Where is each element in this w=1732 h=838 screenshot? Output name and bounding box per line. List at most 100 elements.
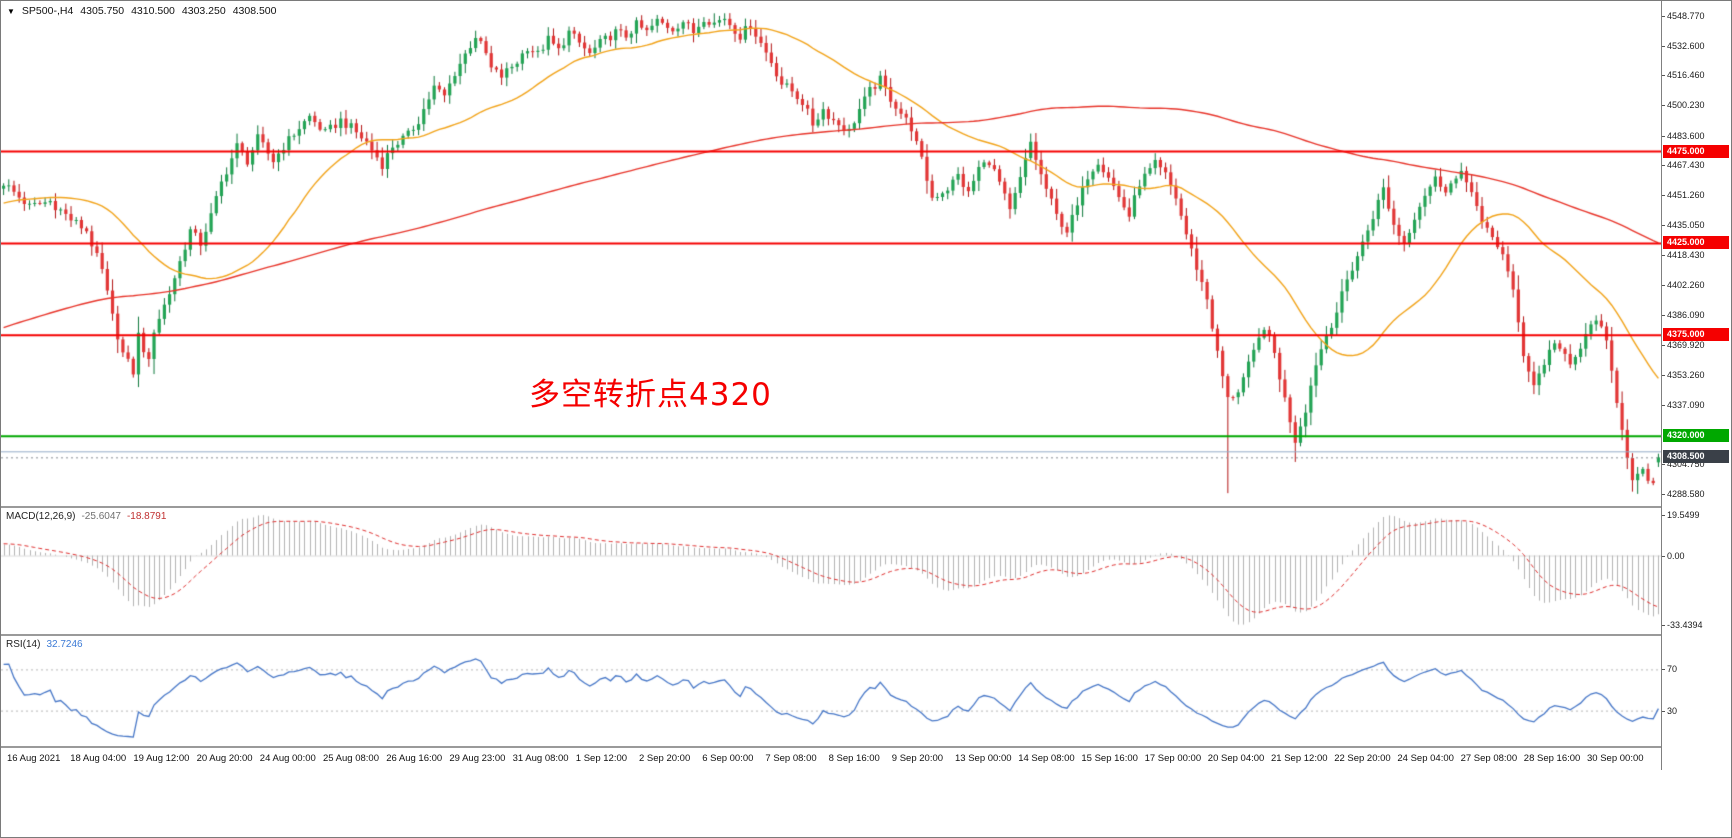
macd-name: MACD(12,26,9) [6, 511, 76, 522]
rsi-canvas[interactable] [1, 636, 1661, 746]
axis-tick [1662, 45, 1665, 47]
macd-pane: MACD(12,26,9) -25.6047 -18.8791 [1, 508, 1661, 634]
time-axis-label: 31 Aug 08:00 [512, 753, 569, 764]
macd-axis-label: 0.00 [1667, 550, 1685, 561]
pane-divider-rsi[interactable] [1, 634, 1731, 636]
axis-tick [1662, 16, 1665, 18]
axis-tick [1662, 75, 1665, 77]
time-axis-label: 29 Aug 23:00 [449, 753, 506, 764]
axis-tick [1662, 135, 1665, 137]
price-axis-label: 4516.460 [1667, 70, 1705, 81]
macd-canvas[interactable] [1, 508, 1661, 634]
macd-axis-label: -33.4394 [1667, 619, 1703, 630]
symbol-info-bar: ▼ SP500-,H4 4305.750 4310.500 4303.250 4… [7, 5, 276, 17]
time-axis-label: 22 Sep 20:00 [1334, 753, 1391, 764]
axis-tick [1662, 710, 1665, 712]
time-axis-label: 17 Sep 00:00 [1144, 753, 1202, 764]
axis-tick [1662, 375, 1665, 377]
time-axis-label: 15 Sep 16:00 [1081, 753, 1138, 764]
price-axis-label: 4353.260 [1667, 370, 1705, 381]
time-axis-label: 27 Sep 08:00 [1460, 753, 1518, 764]
price-axis-label: 4467.430 [1667, 160, 1705, 171]
axis-tick [1662, 224, 1665, 226]
rsi-axis-label: 30 [1667, 705, 1678, 716]
price-axis-label: 4435.050 [1667, 219, 1705, 230]
ohlc-low: 4303.250 [181, 5, 226, 17]
price-axis-label: 4402.260 [1667, 280, 1705, 291]
price-tag: 4375.000 [1663, 328, 1729, 342]
time-axis-label: 24 Sep 04:00 [1397, 753, 1454, 764]
time-axis-label: 30 Sep 00:00 [1587, 753, 1644, 764]
time-axis-label: 13 Sep 00:00 [955, 753, 1012, 764]
bottom-filler [1, 770, 1731, 837]
price-tag: 4475.000 [1663, 144, 1729, 158]
axis-tick [1662, 515, 1665, 517]
time-axis-label: 25 Aug 08:00 [323, 753, 379, 764]
price-axis-label: 4500.230 [1667, 100, 1705, 111]
axis-tick [1662, 285, 1665, 287]
axis-tick [1662, 165, 1665, 167]
ohlc-high: 4310.500 [131, 5, 175, 17]
rsi-label: RSI(14) 32.7246 [6, 639, 83, 650]
price-axis-label: 4386.090 [1667, 309, 1705, 320]
price-axis-label: 4337.090 [1667, 399, 1705, 410]
time-axis-label: 16 Aug 2021 [7, 753, 61, 764]
time-axis: 16 Aug 2021 18 Aug 04:00 19 Aug 12:00 20 Au… [1, 748, 1661, 770]
rsi-axis-label: 70 [1667, 664, 1678, 675]
price-axis-label: 4548.770 [1667, 11, 1705, 22]
price-axis-label: 4369.920 [1667, 339, 1705, 350]
time-axis-label: 7 Sep 08:00 [765, 753, 817, 764]
chart-text-annotation[interactable]: 多空转折点4320 [529, 377, 772, 413]
rsi-pane: RSI(14) 32.7246 [1, 636, 1661, 746]
time-axis-label: 20 Aug 20:00 [196, 753, 253, 764]
axis-tick [1662, 255, 1665, 257]
time-axis-label: 28 Sep 16:00 [1523, 753, 1581, 764]
price-axis-label: 4451.260 [1667, 190, 1705, 201]
price-pane: ▼ SP500-,H4 4305.750 4310.500 4303.250 4… [1, 1, 1661, 506]
time-axis-label: 2 Sep 20:00 [639, 753, 691, 764]
axis-tick [1662, 624, 1665, 626]
price-tag: 4308.500 [1663, 450, 1729, 464]
pane-divider-time [1, 746, 1731, 748]
macd-label: MACD(12,26,9) -25.6047 -18.8791 [6, 511, 166, 522]
time-axis-label: 21 Sep 12:00 [1271, 753, 1328, 764]
time-axis-label: 9 Sep 20:00 [891, 753, 944, 764]
ohlc-open: 4305.750 [80, 5, 125, 17]
time-axis-label: 8 Sep 16:00 [828, 753, 880, 764]
macd-value-main: -25.6047 [81, 511, 121, 522]
time-axis-label: 19 Aug 12:00 [133, 753, 190, 764]
price-axis: 4548.770 4532.600 4516.460 4500.230 4483.600… [1661, 1, 1731, 770]
price-axis-label: 4288.580 [1667, 488, 1705, 499]
ohlc-close: 4308.500 [232, 5, 277, 17]
axis-tick [1662, 195, 1665, 197]
symbol-period-label: SP500-,H4 [21, 5, 74, 17]
axis-tick [1662, 555, 1665, 557]
macd-value-signal: -18.8791 [126, 511, 167, 522]
time-axis-label: 6 Sep 00:00 [702, 753, 754, 764]
axis-tick [1662, 404, 1665, 406]
macd-axis-label: 19.5499 [1667, 510, 1700, 521]
axis-tick [1662, 344, 1665, 346]
price-tag: 4320.000 [1663, 429, 1729, 443]
axis-tick [1662, 493, 1665, 495]
time-axis-label: 18 Aug 04:00 [70, 753, 127, 764]
price-axis-label: 4418.430 [1667, 250, 1705, 261]
time-axis-label: 1 Sep 12:00 [575, 753, 628, 764]
price-axis-label: 4532.600 [1667, 40, 1705, 51]
time-axis-label: 20 Sep 04:00 [1207, 753, 1265, 764]
rsi-value: 32.7246 [46, 639, 83, 650]
price-axis-label: 4483.600 [1667, 130, 1705, 141]
axis-tick [1662, 105, 1665, 107]
main-chart-canvas[interactable] [1, 1, 1661, 506]
rsi-name: RSI(14) [6, 639, 41, 650]
one-click-trading-toggle[interactable]: ▼ [7, 6, 15, 16]
axis-tick [1662, 464, 1665, 466]
axis-tick [1662, 314, 1665, 316]
pane-divider-macd[interactable] [1, 506, 1731, 508]
time-axis-label: 24 Aug 00:00 [259, 753, 316, 764]
time-axis-label: 26 Aug 16:00 [386, 753, 443, 764]
axis-tick [1662, 669, 1665, 671]
price-tag: 4425.000 [1663, 236, 1729, 250]
price-axis-label: 4304.750 [1667, 459, 1705, 470]
